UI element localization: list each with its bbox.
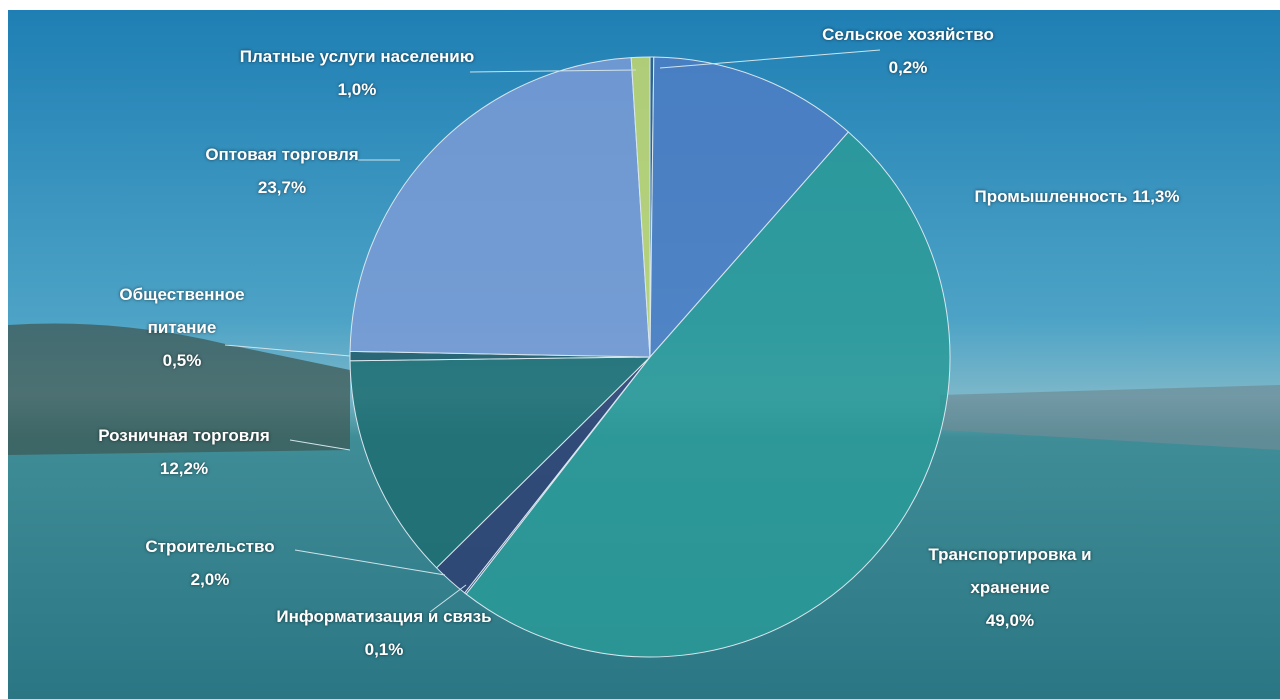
value-label: 0,5%	[97, 344, 267, 377]
slice-label: Промышленность 11,3%	[927, 180, 1227, 213]
pie	[350, 57, 950, 657]
category-name: Сельское хозяйство	[778, 18, 1038, 51]
category-name: Оптовая торговля	[157, 138, 407, 171]
value-label: 11,3%	[1132, 187, 1179, 206]
category-name: Платные услуги населению	[187, 40, 527, 73]
value-label: 1,0%	[187, 73, 527, 106]
value-label: 12,2%	[54, 452, 314, 485]
category-name: Транспортировка и хранение	[895, 538, 1125, 604]
value-label: 0,2%	[778, 51, 1038, 84]
category-name: Информатизация и связь	[264, 600, 504, 633]
category-name: Общественное питание	[97, 278, 267, 344]
value-label: 23,7%	[157, 171, 407, 204]
category-name: Строительство	[110, 530, 310, 563]
value-label: 49,0%	[895, 604, 1125, 637]
category-name: Промышленность	[975, 187, 1128, 206]
category-name: Розничная торговля	[54, 419, 314, 452]
value-label: 2,0%	[110, 563, 310, 596]
value-label: 0,1%	[264, 633, 504, 666]
chart: Сельское хозяйство0,2% Промышленность 11,…	[0, 0, 1280, 699]
